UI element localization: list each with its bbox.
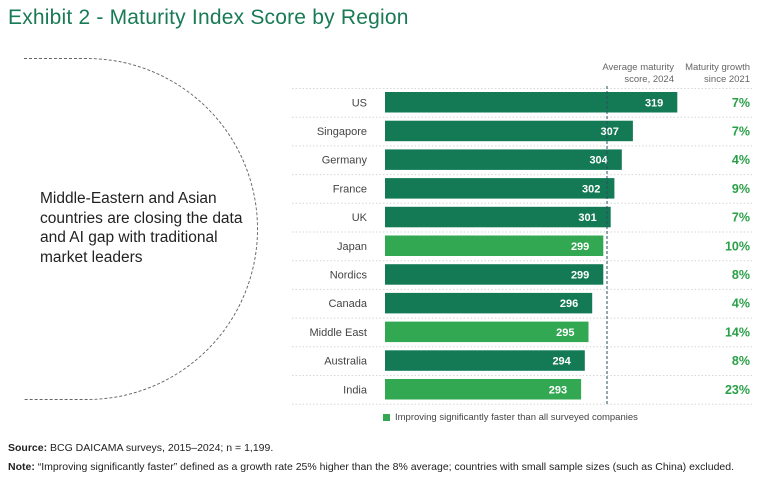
growth-label: 4%: [732, 297, 750, 311]
source-text: BCG DAICAMA surveys, 2015–2024; n = 1,19…: [50, 442, 274, 454]
value-label: 301: [578, 212, 596, 224]
legend: Improving significantly faster than all …: [383, 412, 638, 423]
bar: [385, 92, 678, 113]
growth-label: 7%: [732, 124, 750, 138]
growth-header-line1: Maturity growth: [685, 62, 750, 73]
growth-label: 8%: [732, 268, 750, 282]
category-label: Japan: [337, 241, 367, 253]
value-label: 293: [549, 384, 567, 396]
bar: [385, 379, 582, 400]
bar: [385, 178, 615, 199]
bar: [385, 321, 589, 343]
value-label: 319: [645, 97, 663, 109]
bar: [385, 292, 593, 314]
chart-title: Exhibit 2 - Maturity Index Score by Regi…: [8, 6, 409, 29]
value-label: 299: [571, 241, 589, 253]
value-label: 296: [560, 298, 578, 310]
score-column-header: Average maturity score, 2024: [588, 62, 674, 86]
bar: [385, 120, 633, 142]
value-label: 294: [552, 356, 571, 368]
category-label: Australia: [324, 356, 368, 368]
value-label: 307: [601, 126, 619, 138]
growth-label: 10%: [725, 239, 750, 253]
note-text: “Improving significantly faster” defined…: [37, 461, 735, 473]
growth-column-header: Maturity growth since 2021: [676, 62, 750, 86]
category-label: Germany: [322, 155, 368, 167]
source-label: Source:: [8, 442, 48, 454]
value-label: 295: [556, 327, 574, 339]
value-label: 304: [589, 155, 608, 167]
value-label: 299: [571, 269, 589, 281]
bar: [385, 149, 622, 170]
category-label: Singapore: [317, 126, 367, 138]
score-header-line1: Average maturity: [602, 62, 674, 73]
growth-label: 14%: [725, 325, 750, 339]
growth-label: 8%: [732, 354, 750, 368]
category-label: France: [333, 183, 367, 195]
callout-text: Middle-Eastern and Asian countries are c…: [40, 190, 243, 266]
note-label: Note:: [8, 461, 35, 473]
growth-label: 23%: [725, 383, 750, 397]
source-note: Source: BCG DAICAMA surveys, 2015–2024; …: [8, 442, 273, 455]
bar: [385, 350, 585, 371]
category-label: India: [343, 384, 368, 396]
category-label: Canada: [328, 298, 367, 310]
category-label: UK: [352, 212, 368, 224]
note: Note: “Improving significantly faster” d…: [8, 461, 753, 474]
legend-swatch: [383, 414, 390, 421]
score-header-line2: score, 2024: [624, 74, 674, 85]
growth-label: 4%: [732, 153, 750, 167]
growth-label: 9%: [732, 182, 750, 196]
category-label: Middle East: [310, 327, 367, 339]
growth-header-line2: since 2021: [704, 74, 750, 85]
value-label: 302: [582, 183, 600, 195]
category-label: Nordics: [330, 269, 368, 281]
growth-label: 7%: [732, 211, 750, 225]
bar: [385, 264, 604, 285]
growth-label: 7%: [732, 96, 750, 110]
legend-label: Improving significantly faster than all …: [395, 412, 638, 423]
category-label: US: [352, 97, 367, 109]
bar: [385, 206, 611, 228]
bar: [385, 235, 604, 256]
